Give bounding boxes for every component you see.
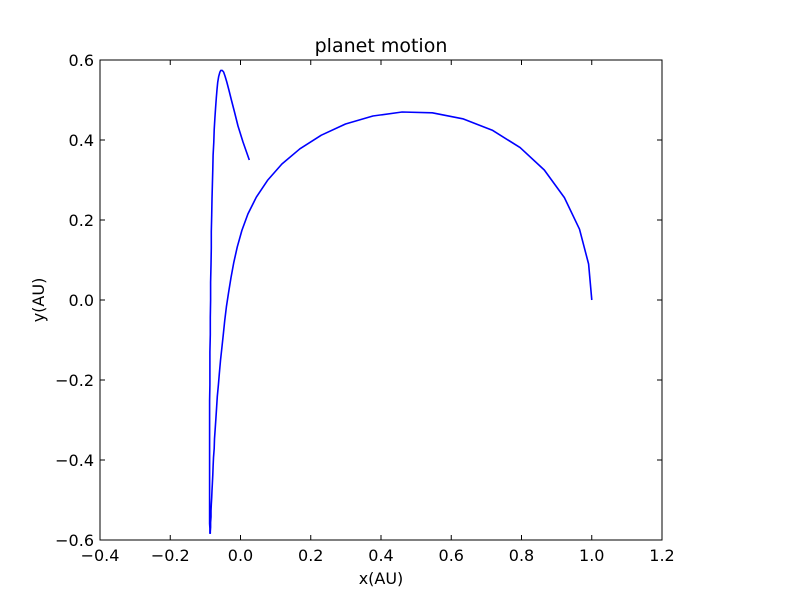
y-tick-label: −0.6: [55, 531, 94, 550]
x-tick-label: 0.4: [368, 546, 393, 565]
x-axis-label: x(AU): [359, 569, 404, 588]
x-tick-label: −0.4: [81, 546, 120, 565]
x-tick-label: 1.0: [579, 546, 604, 565]
y-tick-label: 0.4: [69, 131, 94, 150]
orbit-line: [208, 69, 593, 535]
x-tick-label: 0.2: [298, 546, 323, 565]
y-tick-label: −0.4: [55, 451, 94, 470]
x-tick-label: 0.8: [509, 546, 534, 565]
y-axis-label: y(AU): [29, 278, 48, 323]
y-tick-label: 0.6: [69, 51, 94, 70]
x-tick-label: 0.0: [228, 546, 253, 565]
y-tick-label: 0.2: [69, 211, 94, 230]
axes-frame: [99, 59, 663, 541]
x-tick-label: 1.2: [649, 546, 674, 565]
y-tick-label: 0.0: [69, 291, 94, 310]
plot-area: [208, 69, 593, 535]
axis-ticks: −0.4 −0.2 0.0 0.2 0.4 0.6 0.8 1.0 1.2−0.6−0.4−0.…: [55, 51, 675, 565]
x-tick-label: 0.6: [439, 546, 464, 565]
x-tick-label: −0.2: [151, 546, 190, 565]
y-tick-label: −0.2: [55, 371, 94, 390]
chart-title: planet motion: [315, 35, 448, 57]
